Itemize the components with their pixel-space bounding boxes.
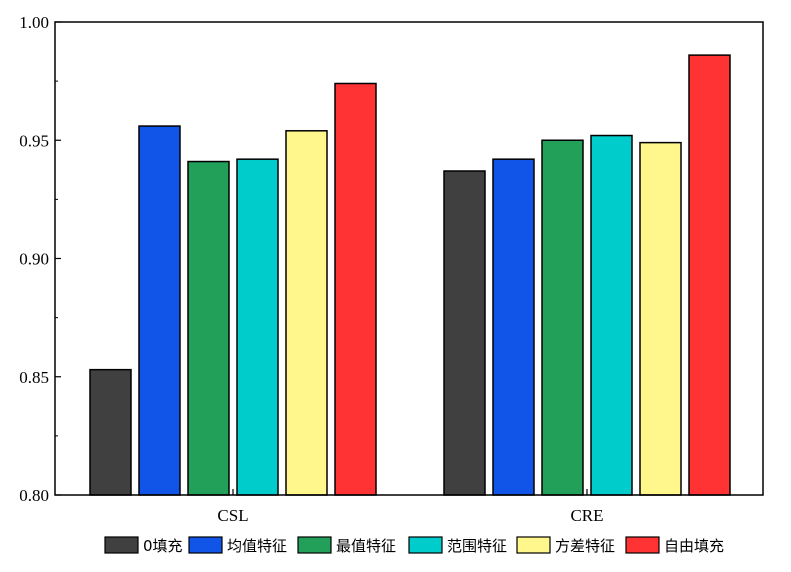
bar-cre-4 — [639, 141, 682, 496]
legend-swatch — [625, 536, 660, 554]
bar-csl-3 — [236, 158, 279, 496]
legend: 0填充 均值特征 最值特征 范围特征 方差特征 自由填充 — [104, 536, 724, 555]
x-category-label: CSL — [217, 506, 248, 525]
legend-label: 方差特征 — [555, 537, 615, 555]
bar-cre-5 — [688, 54, 731, 496]
legend-label: 最值特征 — [336, 537, 396, 555]
y-tick-label: 0.95 — [19, 131, 49, 150]
bar-cre-0 — [443, 170, 486, 496]
x-axis-labels: CSL CRE — [217, 489, 604, 525]
y-tick-label: 0.85 — [19, 368, 49, 387]
y-tick-label: 0.80 — [19, 486, 49, 505]
legend-swatch — [516, 536, 551, 554]
bar-cre-2 — [541, 139, 584, 496]
bar-cre-1 — [492, 158, 535, 496]
y-tick-label: 1.00 — [19, 13, 49, 32]
bar-csl-2 — [187, 160, 230, 496]
bar-csl-0 — [89, 368, 132, 496]
legend-swatch — [188, 536, 223, 554]
legend-label: 范围特征 — [447, 537, 507, 555]
bar-cre-3 — [590, 134, 633, 496]
bar-csl-5 — [334, 82, 377, 496]
legend-swatch — [408, 536, 443, 554]
legend-label: 均值特征 — [227, 537, 287, 555]
bar-csl-4 — [285, 130, 328, 496]
legend-swatch — [297, 536, 332, 554]
y-tick-label: 0.90 — [19, 250, 49, 269]
x-category-label: CRE — [570, 506, 603, 525]
y-axis-ticks: 0.80 0.85 0.90 0.95 1.00 — [19, 13, 61, 505]
legend-label: 0填充 — [143, 537, 183, 555]
bars-layer — [89, 54, 731, 496]
legend-label: 自由填充 — [664, 537, 724, 555]
bar-csl-1 — [138, 125, 181, 496]
legend-swatch — [104, 536, 139, 554]
